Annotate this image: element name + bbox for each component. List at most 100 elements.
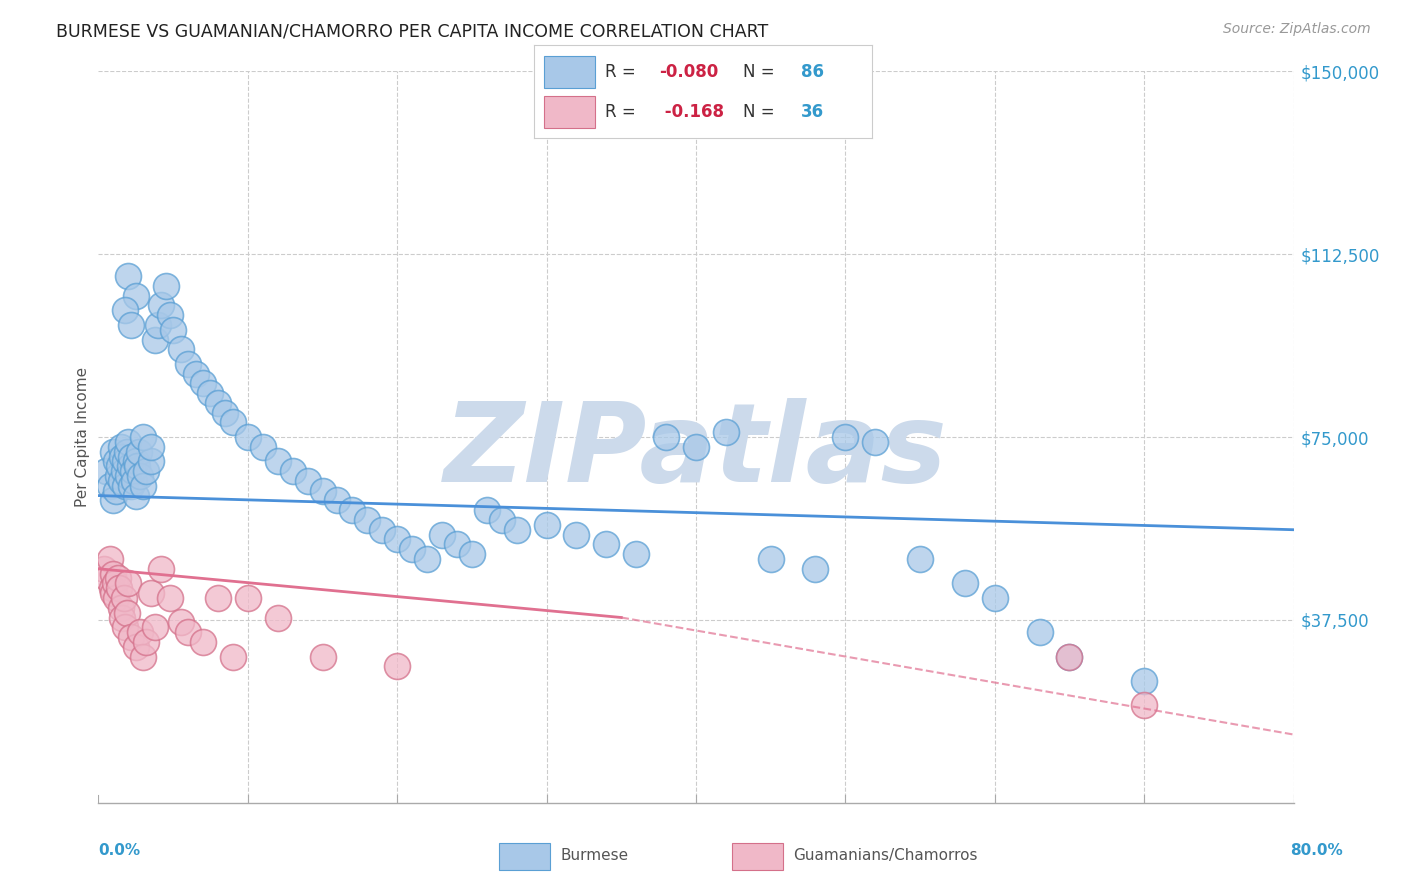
Point bbox=[117, 269, 139, 284]
Point bbox=[461, 547, 484, 561]
Point bbox=[107, 469, 129, 483]
Point bbox=[908, 552, 931, 566]
Point bbox=[112, 591, 135, 605]
Point bbox=[714, 425, 737, 440]
Point bbox=[430, 527, 453, 541]
Text: N =: N = bbox=[744, 103, 780, 121]
Point bbox=[297, 474, 319, 488]
Text: BURMESE VS GUAMANIAN/CHAMORRO PER CAPITA INCOME CORRELATION CHART: BURMESE VS GUAMANIAN/CHAMORRO PER CAPITA… bbox=[56, 22, 769, 40]
Point bbox=[103, 586, 125, 600]
Point bbox=[222, 649, 245, 664]
Point bbox=[118, 459, 141, 474]
Point bbox=[120, 318, 142, 332]
Point bbox=[1059, 649, 1081, 664]
Point bbox=[191, 376, 214, 391]
Point bbox=[236, 591, 259, 605]
Text: R =: R = bbox=[605, 103, 641, 121]
Point bbox=[110, 440, 132, 454]
Point bbox=[117, 576, 139, 591]
Point bbox=[1028, 625, 1050, 640]
Point bbox=[98, 479, 122, 493]
Point bbox=[1133, 698, 1156, 713]
Point bbox=[177, 357, 200, 371]
Point bbox=[128, 444, 150, 458]
Point bbox=[114, 620, 136, 634]
Point bbox=[536, 517, 558, 532]
Point bbox=[267, 454, 290, 468]
Point bbox=[121, 464, 143, 478]
Point bbox=[177, 625, 200, 640]
Point bbox=[865, 434, 887, 449]
Point bbox=[125, 454, 148, 468]
Point bbox=[834, 430, 856, 444]
Point bbox=[311, 483, 333, 498]
Point bbox=[326, 493, 349, 508]
Point bbox=[155, 279, 177, 293]
Point bbox=[110, 600, 132, 615]
Point bbox=[120, 479, 142, 493]
Point bbox=[117, 469, 139, 483]
Point bbox=[127, 459, 149, 474]
Text: ZIPatlas: ZIPatlas bbox=[444, 398, 948, 505]
Text: N =: N = bbox=[744, 62, 780, 81]
Point bbox=[446, 537, 468, 551]
Point bbox=[96, 572, 118, 586]
Point bbox=[124, 474, 146, 488]
Point bbox=[150, 562, 173, 576]
Point bbox=[111, 610, 134, 624]
Point bbox=[236, 430, 259, 444]
Point bbox=[759, 552, 782, 566]
Text: R =: R = bbox=[605, 62, 641, 81]
Point bbox=[162, 323, 184, 337]
Text: -0.168: -0.168 bbox=[659, 103, 724, 121]
Point bbox=[135, 635, 157, 649]
Point bbox=[159, 308, 181, 322]
Point bbox=[150, 298, 173, 312]
Point bbox=[491, 513, 513, 527]
Point bbox=[112, 464, 135, 478]
Point bbox=[108, 459, 131, 474]
Point bbox=[139, 586, 162, 600]
Point bbox=[371, 523, 394, 537]
Y-axis label: Per Capita Income: Per Capita Income bbox=[75, 367, 90, 508]
FancyBboxPatch shape bbox=[544, 56, 595, 87]
Point bbox=[401, 542, 423, 557]
Point bbox=[184, 367, 207, 381]
Point bbox=[475, 503, 498, 517]
Point bbox=[129, 625, 152, 640]
Point bbox=[125, 640, 148, 654]
FancyBboxPatch shape bbox=[544, 96, 595, 128]
Text: Guamanians/Chamorros: Guamanians/Chamorros bbox=[793, 848, 977, 863]
Point bbox=[1059, 649, 1081, 664]
Text: 80.0%: 80.0% bbox=[1289, 843, 1343, 858]
Point bbox=[94, 464, 117, 478]
Point bbox=[117, 434, 139, 449]
Point bbox=[685, 440, 707, 454]
Point bbox=[114, 303, 136, 318]
Point bbox=[267, 610, 290, 624]
Point bbox=[103, 493, 125, 508]
Point bbox=[104, 576, 127, 591]
Point bbox=[565, 527, 588, 541]
Point bbox=[111, 450, 134, 464]
Point bbox=[385, 533, 409, 547]
Text: 86: 86 bbox=[801, 62, 824, 81]
Point bbox=[105, 591, 128, 605]
Point bbox=[984, 591, 1007, 605]
Point bbox=[506, 523, 529, 537]
Point bbox=[125, 489, 148, 503]
Point bbox=[416, 552, 439, 566]
Point bbox=[103, 566, 125, 581]
Point bbox=[385, 659, 409, 673]
Point bbox=[143, 620, 166, 634]
Point bbox=[114, 454, 136, 468]
FancyBboxPatch shape bbox=[733, 844, 783, 871]
Point bbox=[105, 483, 128, 498]
Point bbox=[655, 430, 678, 444]
Text: 36: 36 bbox=[801, 103, 824, 121]
Point bbox=[135, 464, 157, 478]
Point bbox=[222, 416, 245, 430]
Point bbox=[115, 444, 138, 458]
Point bbox=[311, 649, 333, 664]
Point bbox=[108, 581, 131, 595]
